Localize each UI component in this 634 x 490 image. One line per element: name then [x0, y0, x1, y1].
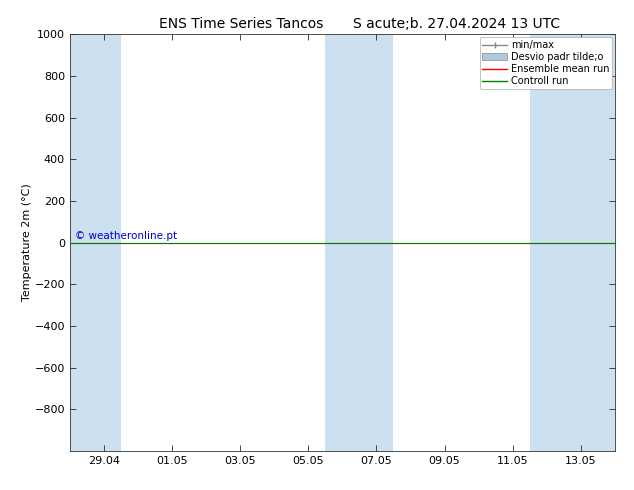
Bar — [325, 34, 394, 451]
Bar — [530, 34, 615, 451]
Y-axis label: Temperature 2m (°C): Temperature 2m (°C) — [22, 184, 32, 301]
Text: © weatheronline.pt: © weatheronline.pt — [75, 231, 178, 241]
Text: S acute;b. 27.04.2024 13 UTC: S acute;b. 27.04.2024 13 UTC — [353, 17, 560, 31]
Text: ENS Time Series Tancos: ENS Time Series Tancos — [158, 17, 323, 31]
Bar — [70, 34, 121, 451]
Legend: min/max, Desvio padr tilde;o, Ensemble mean run, Controll run: min/max, Desvio padr tilde;o, Ensemble m… — [479, 37, 612, 89]
